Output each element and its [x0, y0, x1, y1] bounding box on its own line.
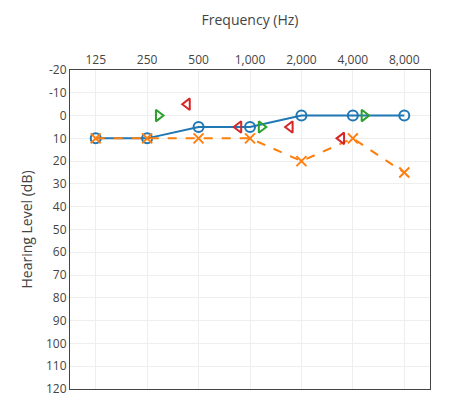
- svg-text:-10: -10: [49, 84, 67, 101]
- svg-text:20: 20: [53, 152, 67, 169]
- svg-text:60: 60: [53, 243, 67, 260]
- svg-text:0: 0: [60, 107, 67, 124]
- svg-text:125: 125: [85, 51, 106, 68]
- svg-text:-20: -20: [49, 61, 67, 78]
- svg-text:70: 70: [53, 266, 67, 283]
- svg-text:120: 120: [46, 380, 67, 397]
- svg-text:100: 100: [46, 335, 67, 352]
- svg-text:1,000: 1,000: [235, 51, 266, 68]
- svg-text:110: 110: [46, 357, 67, 374]
- svg-text:Frequency (Hz): Frequency (Hz): [202, 10, 299, 29]
- svg-text:50: 50: [53, 221, 67, 238]
- svg-text:10: 10: [53, 130, 67, 147]
- svg-text:80: 80: [53, 289, 67, 306]
- svg-text:30: 30: [53, 175, 67, 192]
- svg-text:8,000: 8,000: [389, 51, 420, 68]
- svg-text:Hearing Level (dB): Hearing Level (dB): [17, 170, 36, 288]
- svg-text:500: 500: [188, 51, 209, 68]
- svg-text:90: 90: [53, 312, 67, 329]
- svg-text:4,000: 4,000: [338, 51, 369, 68]
- svg-text:2,000: 2,000: [286, 51, 317, 68]
- svg-text:40: 40: [53, 198, 67, 215]
- svg-text:250: 250: [137, 51, 158, 68]
